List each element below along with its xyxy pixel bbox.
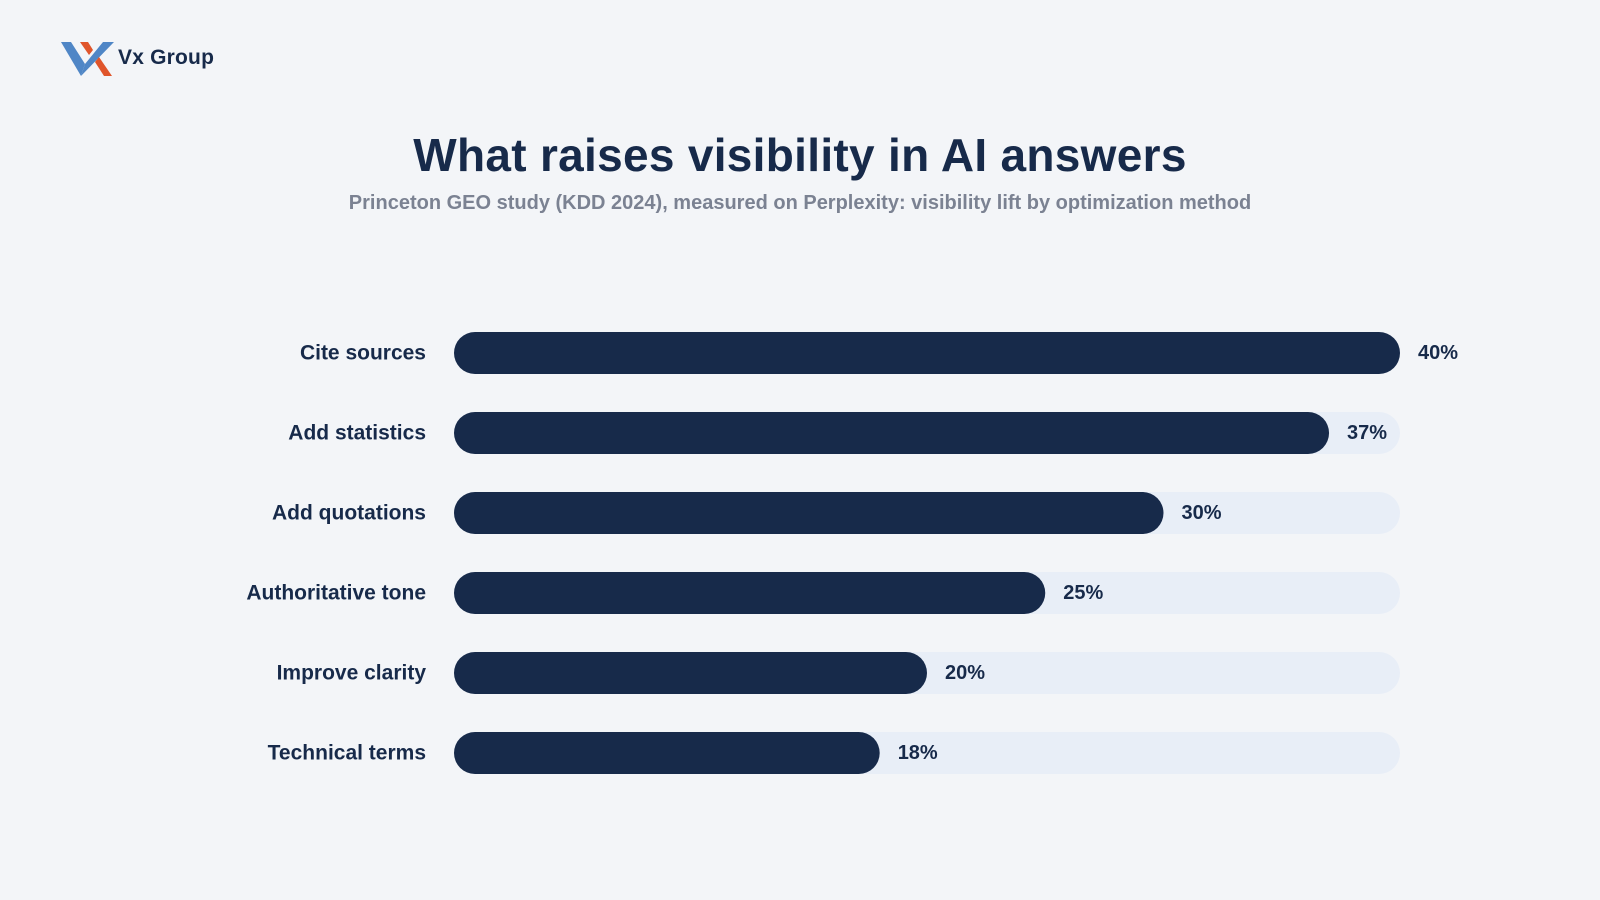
bar-row-improve-clarity: Improve clarity 20% xyxy=(277,652,1400,694)
value-label: 40% xyxy=(1418,342,1458,364)
bar-cite-sources xyxy=(454,332,1400,374)
bar-add-statistics xyxy=(454,412,1330,454)
bar-track xyxy=(454,732,1400,774)
bar-track xyxy=(454,492,1400,534)
category-label: Technical terms xyxy=(268,742,426,765)
vx-logo-icon xyxy=(61,42,114,76)
bar-row-add-statistics: Add statistics 37% xyxy=(288,412,1400,454)
brand-name: Vx Group xyxy=(118,46,215,69)
value-label: 37% xyxy=(1347,422,1387,444)
bar-row-cite-sources: Cite sources 40% xyxy=(300,332,1458,374)
bar-row-technical-terms: Technical terms 18% xyxy=(268,732,1400,774)
chart-title: What raises visibility in AI answers xyxy=(413,129,1187,181)
brand-logo: Vx Group xyxy=(61,40,214,76)
bar-track xyxy=(454,332,1400,374)
category-label: Add quotations xyxy=(272,502,426,525)
bar-add-quotations xyxy=(454,492,1164,534)
value-label: 18% xyxy=(898,742,938,764)
bar-track xyxy=(454,412,1400,454)
bar-track xyxy=(454,652,1400,694)
value-label: 20% xyxy=(945,662,985,684)
category-label: Improve clarity xyxy=(277,662,427,685)
value-label: 30% xyxy=(1182,502,1222,524)
chart-subtitle: Princeton GEO study (KDD 2024), measured… xyxy=(348,192,1252,214)
bar-track xyxy=(454,572,1400,614)
bar-row-add-quotations: Add quotations 30% xyxy=(272,492,1400,534)
category-label: Cite sources xyxy=(300,342,426,365)
bar-technical-terms xyxy=(454,732,880,774)
bar-row-authoritative-tone: Authoritative tone 25% xyxy=(246,572,1400,614)
category-label: Add statistics xyxy=(288,422,426,445)
bar-authoritative-tone xyxy=(454,572,1046,614)
category-label: Authoritative tone xyxy=(246,582,426,605)
value-label: 25% xyxy=(1063,582,1103,604)
bar-improve-clarity xyxy=(454,652,927,694)
